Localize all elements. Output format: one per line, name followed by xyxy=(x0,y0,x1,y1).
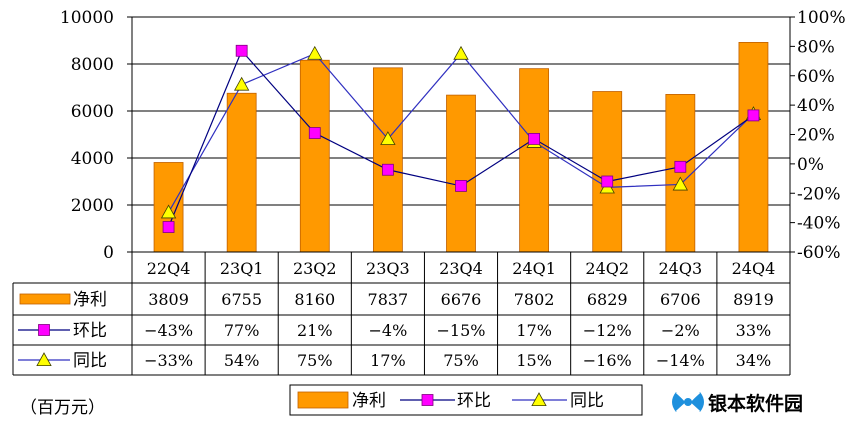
data-table: 22Q4 23Q1 23Q2 23Q3 23Q4 24Q1 24Q2 24Q3 24Q4 净利环比… xyxy=(12,251,791,376)
table-cell: −4% xyxy=(368,321,407,340)
right-tick-label: 60% xyxy=(797,67,835,87)
table-cell: −15% xyxy=(437,321,486,340)
legend-key-bar xyxy=(297,391,349,409)
yoy-point xyxy=(380,131,396,145)
bar-24Q1 xyxy=(519,68,550,253)
right-axis-ticks: -60% -40% -20% 0% 20% 40% 60% 80% 100% xyxy=(790,8,846,263)
category-label: 24Q3 xyxy=(659,259,703,278)
right-tick-label: 20% xyxy=(797,126,835,146)
bars-layer xyxy=(153,42,769,253)
left-tick-label: 0 xyxy=(103,243,114,263)
watermark: 银本软件园 xyxy=(672,390,803,415)
legend-key-qoq-marker xyxy=(421,394,434,406)
unit-note: （百万元） xyxy=(20,398,105,418)
table-cell: −16% xyxy=(583,351,632,370)
left-tick-label: 8000 xyxy=(71,55,114,75)
left-tick-label: 10000 xyxy=(60,8,114,28)
category-label: 22Q4 xyxy=(147,259,191,278)
table-cell: 15% xyxy=(516,351,552,370)
table-cell: 7802 xyxy=(514,290,555,309)
table-cell: 8919 xyxy=(733,290,774,309)
category-label: 23Q4 xyxy=(439,259,483,278)
bar-24Q3 xyxy=(665,94,696,253)
right-tick-label: 80% xyxy=(797,37,835,57)
yoy-point xyxy=(307,45,323,60)
legend: 净利 环比 同比 xyxy=(289,384,643,416)
qoq-point xyxy=(455,180,467,192)
legend-label-net-profit: 净利 xyxy=(352,391,386,411)
table-cell: 6706 xyxy=(660,290,701,309)
category-label: 24Q1 xyxy=(512,259,556,278)
table-cell: −43% xyxy=(144,321,193,340)
right-tick-label: 100% xyxy=(797,8,846,28)
left-tick-label: 6000 xyxy=(71,102,114,122)
row-name-yoy: 同比 xyxy=(73,351,107,371)
watermark-logo-icon xyxy=(672,390,704,414)
table-cell: 17% xyxy=(516,321,552,340)
legend-key-yoy-marker xyxy=(531,392,547,407)
category-label: 23Q3 xyxy=(366,259,410,278)
row-name-qoq: 环比 xyxy=(73,321,107,341)
yoy-point xyxy=(160,204,177,219)
qoq-point xyxy=(674,160,687,173)
right-tick-label: 40% xyxy=(797,96,835,116)
table-cell: −12% xyxy=(583,321,632,340)
table-cell: 75% xyxy=(443,351,479,370)
legend-label-qoq: 环比 xyxy=(457,391,491,411)
right-tick-label: -20% xyxy=(797,184,841,204)
row-key-qoq-marker xyxy=(38,324,50,336)
table-cell: 33% xyxy=(736,321,772,340)
qoq-point xyxy=(601,175,614,188)
table-cell: 7837 xyxy=(368,290,409,309)
qoq-point xyxy=(308,127,321,139)
table-cell: −33% xyxy=(144,351,193,370)
table-cell: 6755 xyxy=(221,290,262,309)
table-cell: 75% xyxy=(297,351,333,370)
table-cell: 54% xyxy=(224,351,260,370)
qoq-point xyxy=(747,109,760,122)
category-label: 23Q1 xyxy=(220,259,264,278)
row-key-bar xyxy=(19,293,71,305)
legend-label-yoy: 同比 xyxy=(570,391,604,411)
bar-24Q2 xyxy=(592,91,623,253)
bar-24Q4 xyxy=(738,42,769,253)
table-cell: 17% xyxy=(370,351,406,370)
qoq-point xyxy=(381,163,394,176)
row-name-net-profit: 净利 xyxy=(73,290,107,310)
bar-23Q1 xyxy=(226,92,257,253)
bar-23Q4 xyxy=(446,94,476,253)
table-cell: 34% xyxy=(736,351,772,370)
table-cell: 3809 xyxy=(148,290,189,309)
bar-23Q3 xyxy=(372,67,403,253)
right-tick-label: -60% xyxy=(797,243,841,263)
category-label: 24Q2 xyxy=(585,259,629,278)
category-label: 24Q4 xyxy=(732,259,776,278)
row-key-yoy-marker xyxy=(36,352,52,367)
category-label: 23Q2 xyxy=(293,259,337,278)
left-tick-label: 4000 xyxy=(71,149,114,169)
table-cell: 6829 xyxy=(587,290,628,309)
watermark-text: 银本软件园 xyxy=(708,392,803,415)
lines-layer xyxy=(160,44,762,233)
qoq-point xyxy=(528,133,541,145)
table-cell: 21% xyxy=(297,321,333,340)
yoy-point xyxy=(672,176,689,191)
left-axis-ticks: 0 2000 4000 6000 8000 10000 xyxy=(60,8,132,263)
right-tick-label: 0% xyxy=(797,155,824,175)
qoq-point xyxy=(235,44,248,57)
left-tick-label: 2000 xyxy=(71,196,114,216)
table-cell: 77% xyxy=(224,321,260,340)
table-cell: −2% xyxy=(661,321,700,340)
table-cell: 6676 xyxy=(441,290,482,309)
table-cell: 8160 xyxy=(294,290,335,309)
bar-23Q2 xyxy=(299,59,330,253)
legend-box xyxy=(289,384,643,416)
yoy-point xyxy=(233,76,250,91)
right-tick-label: -40% xyxy=(797,214,841,234)
table-cell: −14% xyxy=(656,351,705,370)
yoy-point xyxy=(453,45,469,60)
qoq-point xyxy=(162,221,175,233)
